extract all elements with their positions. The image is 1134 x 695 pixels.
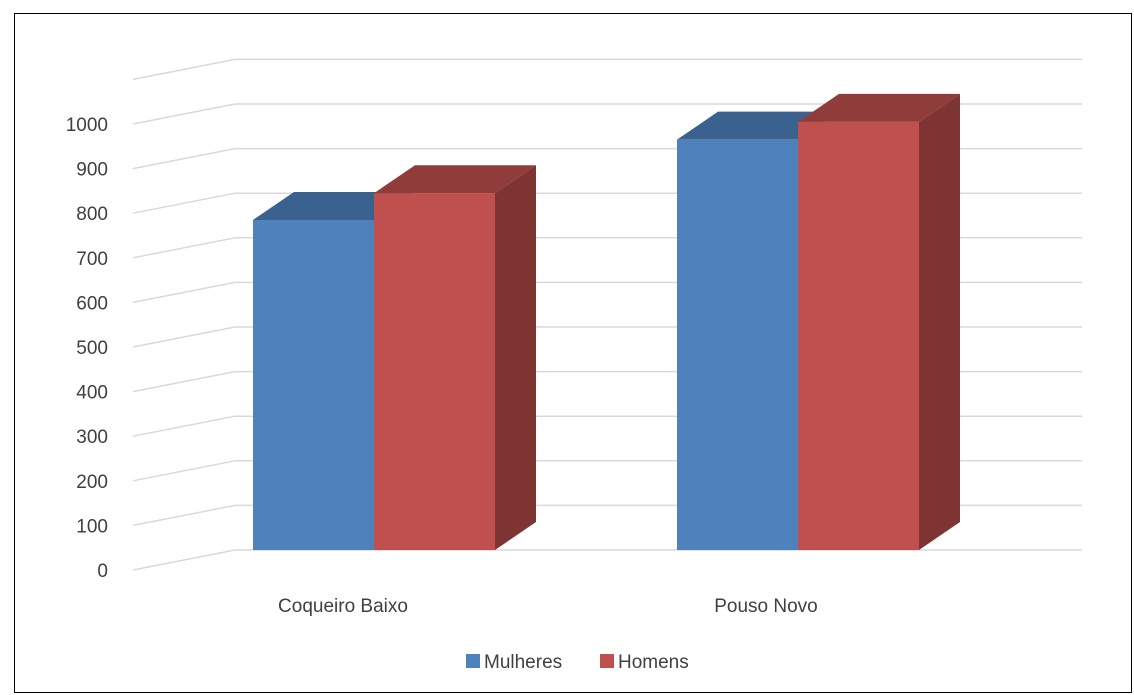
bar-side-face — [919, 93, 960, 550]
legend: Mulheres Homens — [466, 652, 689, 673]
y-tick-label: 800 — [76, 204, 108, 225]
category-labels: Coqueiro Baixo Pouso Novo — [278, 596, 818, 617]
gridline-side — [132, 504, 236, 527]
y-tick-label: 400 — [76, 383, 108, 404]
x-category-label: Pouso Novo — [714, 596, 818, 617]
gridline-side — [132, 549, 236, 571]
gridline-side — [132, 237, 236, 259]
bar-top-face — [374, 165, 536, 194]
y-tick-label: 0 — [97, 561, 108, 582]
bars — [253, 93, 960, 550]
legend-swatch — [466, 654, 480, 668]
legend-swatch — [600, 654, 614, 668]
x-category-label: Coqueiro Baixo — [278, 596, 408, 617]
legend-item-mulheres: Mulheres — [466, 652, 562, 673]
gridline-side — [132, 370, 236, 393]
gridline-side — [132, 415, 236, 437]
y-tick-label: 600 — [76, 293, 108, 314]
gridline-side — [132, 147, 236, 170]
y-tick-label: 900 — [76, 160, 108, 181]
gridline-side — [132, 281, 236, 304]
gridline-side — [132, 326, 236, 348]
bar-front-face — [677, 139, 798, 550]
bar-homens-1 — [374, 165, 536, 550]
bar-mulheres-1 — [253, 191, 415, 550]
bar-mulheres-2 — [677, 111, 839, 550]
bar-top-face — [798, 93, 960, 122]
bar-homens-2 — [798, 93, 960, 550]
legend-item-homens: Homens — [600, 652, 689, 673]
legend-label: Mulheres — [484, 652, 562, 673]
y-tick-label: 100 — [76, 516, 108, 537]
y-tick-label: 200 — [76, 472, 108, 493]
bar-front-face — [374, 193, 495, 550]
y-tick-label: 700 — [76, 249, 108, 270]
y-tick-label: 300 — [76, 427, 108, 448]
legend-label: Homens — [618, 652, 689, 673]
gridline-side — [132, 58, 236, 81]
bar-front-face — [798, 121, 919, 550]
y-tick-label: 500 — [76, 338, 108, 359]
bar-front-face — [253, 219, 374, 550]
gridline-side — [132, 192, 236, 214]
y-axis-ticks: 0 100 200 300 400 500 600 700 800 900 1000 — [66, 115, 108, 582]
y-tick-label: 1000 — [66, 115, 108, 136]
gridline-side — [132, 460, 236, 482]
bar-side-face — [495, 165, 536, 550]
gridline-side — [132, 103, 236, 125]
